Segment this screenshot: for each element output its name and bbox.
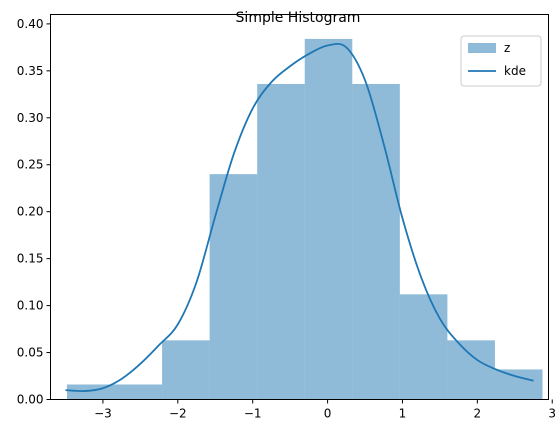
x-tick-label: 1 — [399, 407, 407, 421]
legend-swatch-z — [468, 43, 496, 53]
legend-label-z: z — [504, 41, 510, 55]
histogram-bar — [352, 84, 400, 400]
histogram-bars — [67, 39, 543, 400]
y-tick-label: 0.30 — [17, 111, 44, 125]
y-tick-label: 0.00 — [17, 393, 44, 407]
legend: z kde — [461, 36, 541, 86]
histogram-bar — [162, 340, 210, 399]
y-tick-label: 0.20 — [17, 205, 44, 219]
chart-title: Simple Histogram — [236, 10, 361, 26]
x-tick-label: −3 — [94, 407, 112, 421]
y-tick-label: 0.25 — [17, 158, 44, 172]
y-axis: 0.00 0.05 0.10 0.15 0.20 0.25 0.30 0.35 0.40 — [17, 17, 51, 407]
histogram-bar — [400, 294, 448, 399]
y-tick-label: 0.40 — [17, 17, 44, 31]
histogram-bar — [115, 384, 163, 399]
histogram-bar — [447, 340, 495, 399]
x-tick-label: 3 — [548, 407, 556, 421]
y-tick-label: 0.15 — [17, 252, 44, 266]
legend-label-kde: kde — [504, 64, 526, 78]
y-tick-label: 0.05 — [17, 346, 44, 360]
histogram-bar — [305, 39, 353, 400]
y-tick-label: 0.10 — [17, 299, 44, 313]
histogram-bar — [495, 369, 543, 399]
x-tick-label: 2 — [474, 407, 482, 421]
x-tick-label: −2 — [169, 407, 187, 421]
x-axis: −3 −2 −1 0 1 2 3 — [94, 400, 556, 421]
histogram-bar — [257, 84, 305, 400]
y-tick-label: 0.35 — [17, 64, 44, 78]
x-tick-label: −1 — [244, 407, 262, 421]
x-tick-label: 0 — [324, 407, 332, 421]
